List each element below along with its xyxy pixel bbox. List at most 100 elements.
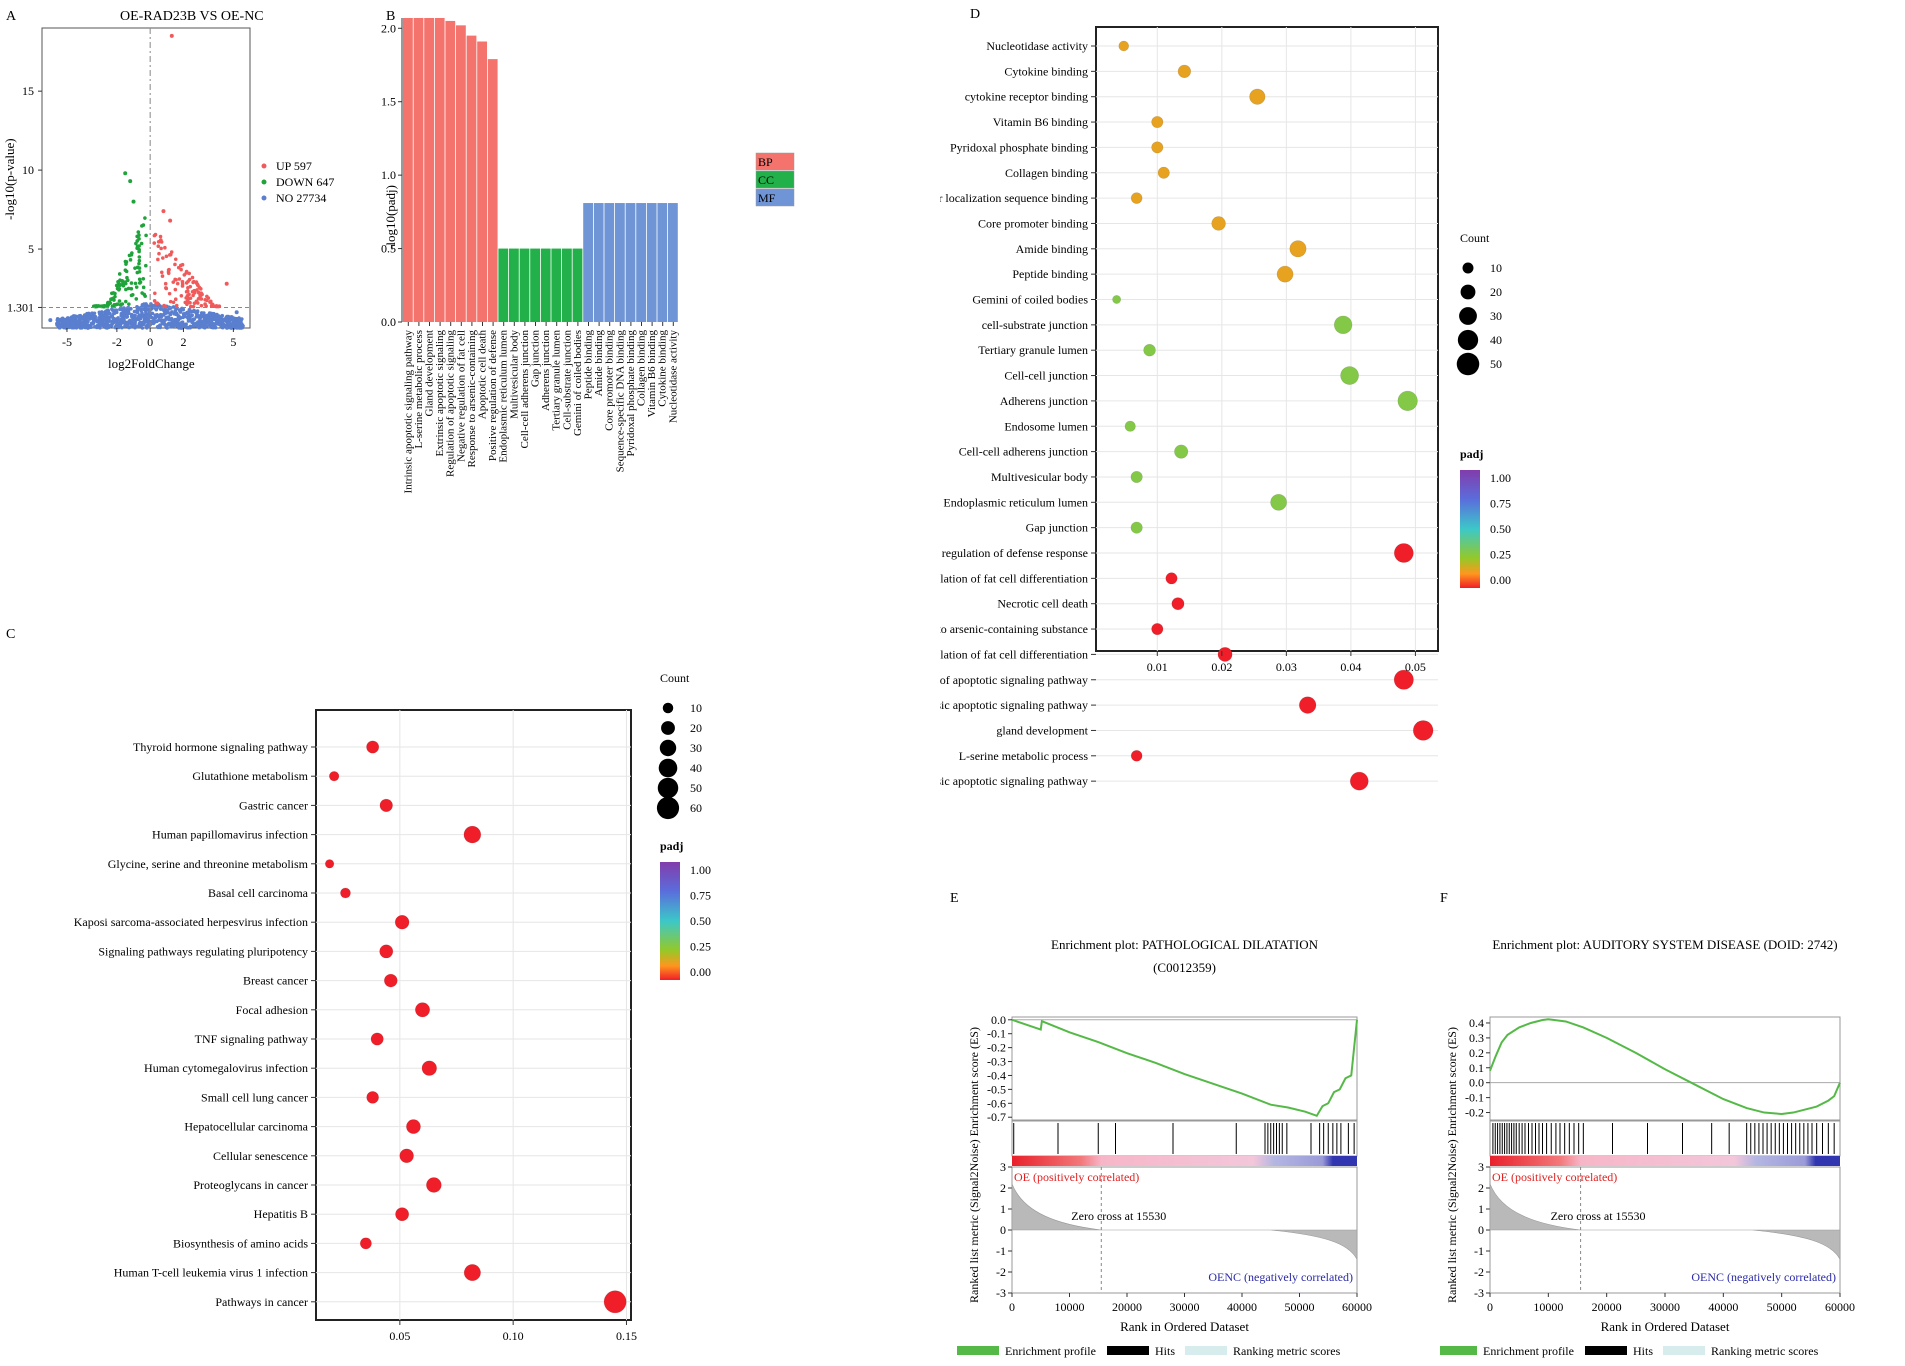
category-label: Response to arsenic-containing bbox=[466, 330, 478, 468]
bar bbox=[657, 203, 668, 322]
x-tick-label: 0 bbox=[147, 335, 153, 349]
point-no bbox=[158, 307, 163, 311]
legend-swatch bbox=[1107, 1346, 1149, 1355]
ranking-colorbar bbox=[1490, 1156, 1840, 1166]
colorbar-label: 0.00 bbox=[1490, 573, 1511, 587]
x-tick-label: 5 bbox=[230, 335, 236, 349]
point-down bbox=[134, 285, 139, 289]
point-no bbox=[186, 319, 191, 323]
point-up bbox=[167, 291, 172, 296]
dot bbox=[329, 771, 340, 782]
colorbar-label: 0.75 bbox=[1490, 497, 1511, 511]
dot bbox=[379, 798, 393, 813]
point-no bbox=[237, 319, 242, 324]
data-point bbox=[169, 33, 174, 38]
point-no bbox=[102, 313, 107, 318]
kegg-dot-plot: C Thyroid hormone signaling pathway Gluta… bbox=[6, 627, 711, 1343]
point-up bbox=[164, 286, 169, 291]
point-up bbox=[169, 250, 174, 254]
go-bar-chart: B -log10(padj) 0.0 0.5 1.0 1.5 2.0 Intrinsic… bbox=[381, 9, 795, 493]
point-up bbox=[186, 279, 190, 284]
point-up bbox=[173, 262, 177, 267]
point-no bbox=[83, 325, 88, 330]
point-no bbox=[140, 303, 145, 308]
point-up bbox=[188, 296, 193, 301]
category-label: Apoptotic cell death bbox=[477, 330, 489, 420]
category-label: extrinsic apoptotic signaling pathway bbox=[940, 698, 1088, 712]
point-down bbox=[105, 303, 110, 308]
colorbar-label: 1.00 bbox=[690, 863, 711, 877]
dots bbox=[1112, 40, 1434, 791]
bar bbox=[456, 25, 466, 323]
dot bbox=[1112, 295, 1122, 304]
point-up bbox=[182, 273, 187, 277]
point-down bbox=[137, 277, 142, 282]
point-down bbox=[137, 233, 141, 238]
legend-dot bbox=[659, 739, 677, 757]
y-tick-label: 1.301 bbox=[7, 300, 34, 314]
x-tick-label: 60000 bbox=[1342, 1300, 1372, 1314]
point-no bbox=[176, 313, 180, 317]
legend-title: Count bbox=[1460, 231, 1490, 245]
dot bbox=[1157, 166, 1170, 179]
point-no bbox=[130, 312, 134, 317]
point-no bbox=[209, 315, 214, 320]
data-point bbox=[224, 281, 229, 286]
point-no bbox=[190, 313, 194, 318]
point-no bbox=[225, 314, 229, 319]
colorbar-label: 0.00 bbox=[690, 965, 711, 979]
category-label: Vitamin B6 binding bbox=[993, 115, 1088, 129]
legend-swatch bbox=[755, 188, 795, 207]
point-no bbox=[176, 324, 180, 328]
category-label: intrinsic apoptotic signaling pathway bbox=[940, 774, 1088, 788]
point-no bbox=[88, 323, 93, 328]
category-label: Biosynthesis of amino acids bbox=[173, 1236, 308, 1250]
es-y-tick-label: 0.0 bbox=[1469, 1076, 1484, 1090]
bar bbox=[477, 41, 487, 322]
dot bbox=[415, 1002, 431, 1018]
point-no bbox=[131, 324, 136, 329]
x-tick-label: 0.15 bbox=[616, 1329, 637, 1343]
zero-cross-label: Zero cross at 15530 bbox=[1551, 1209, 1646, 1223]
point-up bbox=[179, 293, 184, 298]
point-up bbox=[160, 274, 165, 278]
dot bbox=[1249, 88, 1266, 105]
x-tick-label: 10000 bbox=[1533, 1300, 1563, 1314]
point-down bbox=[137, 258, 142, 263]
point-no bbox=[166, 315, 171, 319]
legend-title: padj bbox=[1460, 447, 1483, 461]
category-label: Collagen binding bbox=[1005, 166, 1088, 180]
legend-label: 40 bbox=[690, 761, 702, 775]
legend-label: 20 bbox=[690, 721, 702, 735]
dot bbox=[1130, 521, 1143, 534]
point-no bbox=[77, 314, 81, 318]
point-no bbox=[104, 309, 108, 314]
point-no bbox=[162, 308, 166, 313]
category-label: Pyridoxal phosphate binding bbox=[625, 330, 637, 457]
point-no bbox=[63, 318, 67, 323]
legend-dot bbox=[657, 777, 679, 799]
metric-y-tick-label: -1 bbox=[1474, 1244, 1484, 1258]
point-no bbox=[153, 313, 158, 318]
bar bbox=[604, 203, 615, 322]
x-tick-label: 0.01 bbox=[1147, 660, 1168, 674]
positive-label: OE (positively correlated) bbox=[1492, 1170, 1617, 1184]
category-label: Negative regulation of fat cell bbox=[455, 330, 467, 462]
point-down bbox=[116, 279, 120, 284]
point-up bbox=[186, 286, 190, 290]
colorbar-label: 0.50 bbox=[1490, 522, 1511, 536]
point-no bbox=[99, 318, 104, 323]
category-label: Collagen binding bbox=[636, 330, 648, 407]
panel-letter: B bbox=[386, 9, 395, 24]
point-up bbox=[158, 234, 163, 239]
x-tick-label: -2 bbox=[112, 335, 122, 349]
category-label: regulation of fat cell differentiation bbox=[940, 647, 1088, 661]
bar bbox=[498, 248, 509, 322]
category-label: Amide binding bbox=[593, 330, 605, 397]
point-down bbox=[109, 297, 113, 302]
x-tick-label: 0 bbox=[1487, 1300, 1493, 1314]
legend-label: 50 bbox=[1490, 357, 1502, 371]
point-up bbox=[180, 284, 185, 288]
metric-y-tick-label: 3 bbox=[1478, 1160, 1484, 1174]
category-label: Peptide binding bbox=[1012, 267, 1088, 281]
